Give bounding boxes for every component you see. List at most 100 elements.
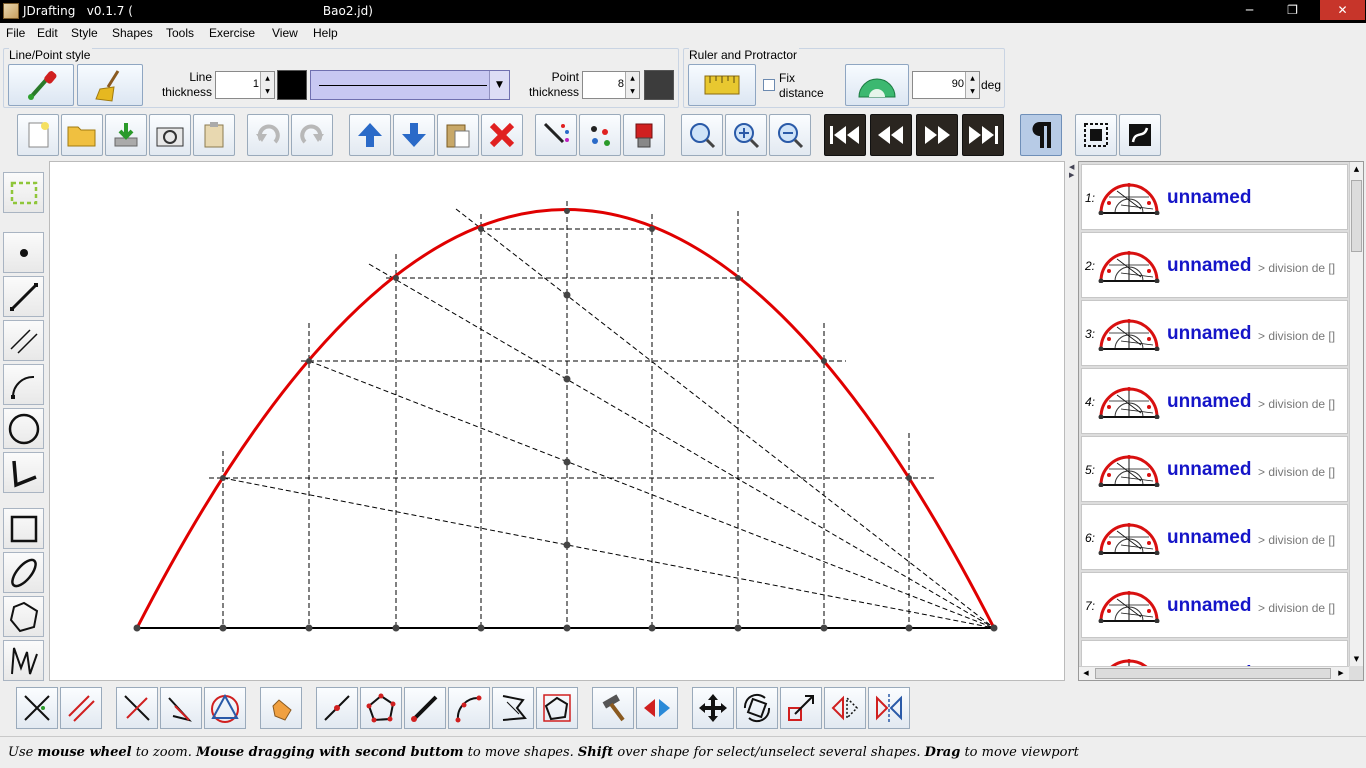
horizontal-scrollbar[interactable]: ◀ ▶ <box>1079 666 1349 680</box>
triangle-circle-tool[interactable] <box>204 687 246 729</box>
parallel-tool[interactable] <box>60 687 102 729</box>
polygon-points-tool[interactable] <box>360 687 402 729</box>
next-step-button[interactable] <box>916 114 958 156</box>
spinner-up-icon[interactable]: ▲ <box>625 72 639 85</box>
style-pencil-button[interactable] <box>535 114 577 156</box>
first-step-button[interactable] <box>824 114 866 156</box>
menu-view[interactable]: View <box>272 26 298 40</box>
arc-points-tool[interactable] <box>448 687 490 729</box>
spinner-down-icon[interactable]: ▼ <box>260 85 274 98</box>
undo-button[interactable] <box>247 114 289 156</box>
polygon-tool[interactable] <box>3 596 44 637</box>
scroll-left-icon[interactable]: ◀ <box>1083 669 1089 677</box>
show-names-toggle[interactable] <box>1020 114 1062 156</box>
shape-list-item[interactable]: 2: unnamed > division de [] <box>1081 232 1348 298</box>
shape-outline-tool[interactable] <box>536 687 578 729</box>
new-file-button[interactable] <box>17 114 59 156</box>
symmetry-point-tool[interactable] <box>824 687 866 729</box>
zoom-in-button[interactable] <box>725 114 767 156</box>
scale-tool[interactable] <box>780 687 822 729</box>
rotate-tool[interactable] <box>736 687 778 729</box>
delete-button[interactable] <box>481 114 523 156</box>
ellipse-tool[interactable] <box>3 552 44 593</box>
freehand-tool[interactable] <box>3 640 44 681</box>
chevron-down-icon[interactable]: ▼ <box>489 71 509 99</box>
shape-list-item[interactable]: 1: unnamed <box>1081 164 1348 230</box>
points-style-button[interactable] <box>579 114 621 156</box>
mirror-tool[interactable] <box>636 687 678 729</box>
shape-list-item[interactable]: 3: unnamed > division de [] <box>1081 300 1348 366</box>
select-all-button[interactable] <box>1075 114 1117 156</box>
scroll-right-icon[interactable]: ▶ <box>1338 669 1344 677</box>
line-thickness-spinner[interactable]: 1 ▲ ▼ <box>215 71 275 99</box>
splitter-arrows[interactable]: ◀ ▶ <box>1069 163 1075 179</box>
hammer-tool[interactable] <box>592 687 634 729</box>
angle-tool[interactable] <box>3 452 44 493</box>
vertical-scrollbar[interactable]: ▲ ▼ <box>1349 162 1363 666</box>
menu-style[interactable]: Style <box>71 26 98 40</box>
arc-tool[interactable] <box>3 364 44 405</box>
point-color-swatch[interactable] <box>644 70 674 100</box>
fix-distance-checkbox[interactable] <box>763 79 775 91</box>
spinner-down-icon[interactable]: ▼ <box>965 85 979 98</box>
last-step-button[interactable] <box>962 114 1004 156</box>
menu-exercise[interactable]: Exercise <box>209 26 256 40</box>
point-tool[interactable] <box>3 232 44 273</box>
segment-point-tool[interactable] <box>316 687 358 729</box>
parallel-lines-tool[interactable] <box>3 320 44 361</box>
color-picker-button[interactable] <box>8 64 74 106</box>
minimize-button[interactable]: ─ <box>1245 3 1254 17</box>
maximize-button[interactable]: ❐ <box>1287 3 1298 17</box>
paste-button[interactable] <box>437 114 479 156</box>
paint-bucket-button[interactable] <box>623 114 665 156</box>
menu-help[interactable]: Help <box>313 26 338 40</box>
move-tool[interactable] <box>692 687 734 729</box>
move-down-button[interactable] <box>393 114 435 156</box>
point-thickness-spinner[interactable]: 8 ▲ ▼ <box>582 71 640 99</box>
rectangle-tool[interactable] <box>3 508 44 549</box>
shape-list-item[interactable]: 7: unnamed > division de [] <box>1081 572 1348 638</box>
redo-button[interactable] <box>291 114 333 156</box>
line-color-swatch[interactable] <box>277 70 307 100</box>
symmetry-axis-tool[interactable] <box>868 687 910 729</box>
menu-shapes[interactable]: Shapes <box>112 26 153 40</box>
spinner-down-icon[interactable]: ▼ <box>625 85 639 98</box>
invert-colors-button[interactable] <box>1119 114 1161 156</box>
thick-segment-tool[interactable] <box>404 687 446 729</box>
shape-list-item[interactable]: 6: unnamed > division de [] <box>1081 504 1348 570</box>
menu-tools[interactable]: Tools <box>166 26 195 40</box>
angle-spinner[interactable]: 90 ▲ ▼ <box>912 71 980 99</box>
intersection-tool[interactable] <box>16 687 58 729</box>
scroll-up-icon[interactable]: ▲ <box>1353 165 1360 173</box>
shape-list-item[interactable]: 4: unnamed > division de [] <box>1081 368 1348 434</box>
perpendicular-tool[interactable] <box>116 687 158 729</box>
zoom-out-button[interactable] <box>769 114 811 156</box>
close-button[interactable]: ✕ <box>1320 0 1365 20</box>
clipboard-button[interactable] <box>193 114 235 156</box>
move-up-button[interactable] <box>349 114 391 156</box>
hand-label-tool[interactable] <box>260 687 302 729</box>
zoom-fit-button[interactable] <box>681 114 723 156</box>
bisector-tool[interactable] <box>160 687 202 729</box>
divide-shape-tool[interactable] <box>492 687 534 729</box>
circle-tool[interactable] <box>3 408 44 449</box>
select-tool[interactable] <box>3 172 44 213</box>
drawing-canvas[interactable] <box>49 161 1065 681</box>
scroll-thumb[interactable] <box>1351 180 1362 252</box>
protractor-button[interactable] <box>845 64 909 106</box>
brush-button[interactable] <box>77 64 143 106</box>
segment-tool[interactable] <box>3 276 44 317</box>
shape-list-item[interactable]: 5: unnamed > division de [] <box>1081 436 1348 502</box>
scroll-down-icon[interactable]: ▼ <box>1353 655 1360 663</box>
open-file-button[interactable] <box>61 114 103 156</box>
previous-step-button[interactable] <box>870 114 912 156</box>
export-image-button[interactable] <box>149 114 191 156</box>
menu-edit[interactable]: Edit <box>37 26 58 40</box>
h-scroll-thumb[interactable] <box>1095 668 1331 679</box>
spinner-up-icon[interactable]: ▲ <box>260 72 274 85</box>
line-style-dropdown[interactable]: ▼ <box>310 70 510 100</box>
spinner-up-icon[interactable]: ▲ <box>965 72 979 85</box>
save-button[interactable] <box>105 114 147 156</box>
menu-file[interactable]: File <box>6 26 26 40</box>
ruler-button[interactable] <box>688 64 756 106</box>
